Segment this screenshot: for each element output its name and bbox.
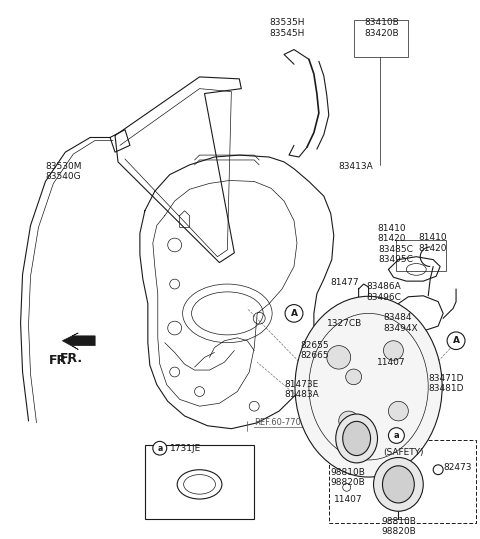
Text: 11407: 11407 bbox=[376, 358, 405, 367]
Text: 83410B
83420B: 83410B 83420B bbox=[364, 18, 399, 38]
Bar bbox=[145, 445, 254, 519]
Text: 82473: 82473 bbox=[443, 463, 472, 472]
Ellipse shape bbox=[343, 421, 371, 455]
Circle shape bbox=[388, 428, 404, 444]
Circle shape bbox=[327, 345, 351, 369]
Text: FR.: FR. bbox=[48, 355, 72, 368]
Text: A: A bbox=[453, 336, 459, 345]
Text: (SAFETY): (SAFETY) bbox=[383, 448, 424, 457]
Text: 83535H
83545H: 83535H 83545H bbox=[269, 18, 305, 38]
Text: A: A bbox=[290, 309, 298, 318]
Circle shape bbox=[339, 411, 359, 431]
Text: 83413A: 83413A bbox=[339, 162, 373, 171]
Circle shape bbox=[285, 305, 303, 322]
Circle shape bbox=[346, 369, 361, 385]
Text: 83484
83494X: 83484 83494X bbox=[384, 314, 418, 333]
Bar bbox=[329, 440, 476, 523]
Bar bbox=[354, 20, 408, 57]
Circle shape bbox=[388, 402, 408, 421]
Text: 81473E
81483A: 81473E 81483A bbox=[284, 380, 319, 399]
Text: 98810B
98820B: 98810B 98820B bbox=[381, 516, 416, 536]
Bar bbox=[396, 240, 446, 271]
Text: 81410
81420: 81410 81420 bbox=[418, 233, 447, 253]
Text: 83530M
83540G: 83530M 83540G bbox=[46, 162, 82, 182]
Text: REF.60-770: REF.60-770 bbox=[254, 418, 301, 427]
Circle shape bbox=[153, 441, 167, 455]
Text: 83471D
83481D: 83471D 83481D bbox=[428, 374, 464, 393]
Circle shape bbox=[447, 332, 465, 349]
Ellipse shape bbox=[383, 466, 414, 503]
Ellipse shape bbox=[295, 296, 442, 477]
Polygon shape bbox=[62, 333, 95, 349]
Text: 81410
81420: 81410 81420 bbox=[378, 224, 407, 243]
Text: 1731JE: 1731JE bbox=[170, 444, 201, 453]
Text: 81477: 81477 bbox=[331, 278, 360, 287]
Text: 83485C
83495C: 83485C 83495C bbox=[379, 245, 413, 265]
Text: 98810B
98820B: 98810B 98820B bbox=[331, 468, 366, 487]
Text: a: a bbox=[394, 431, 399, 440]
Text: 11407: 11407 bbox=[334, 495, 362, 503]
Text: 82655
82665: 82655 82665 bbox=[300, 341, 329, 360]
Circle shape bbox=[384, 341, 403, 360]
Text: 83486A
83496C: 83486A 83496C bbox=[367, 282, 401, 302]
Text: 1327CB: 1327CB bbox=[327, 319, 362, 328]
Ellipse shape bbox=[336, 414, 377, 463]
Ellipse shape bbox=[373, 458, 423, 512]
Text: a: a bbox=[157, 444, 162, 453]
Text: FR.: FR. bbox=[60, 353, 84, 365]
